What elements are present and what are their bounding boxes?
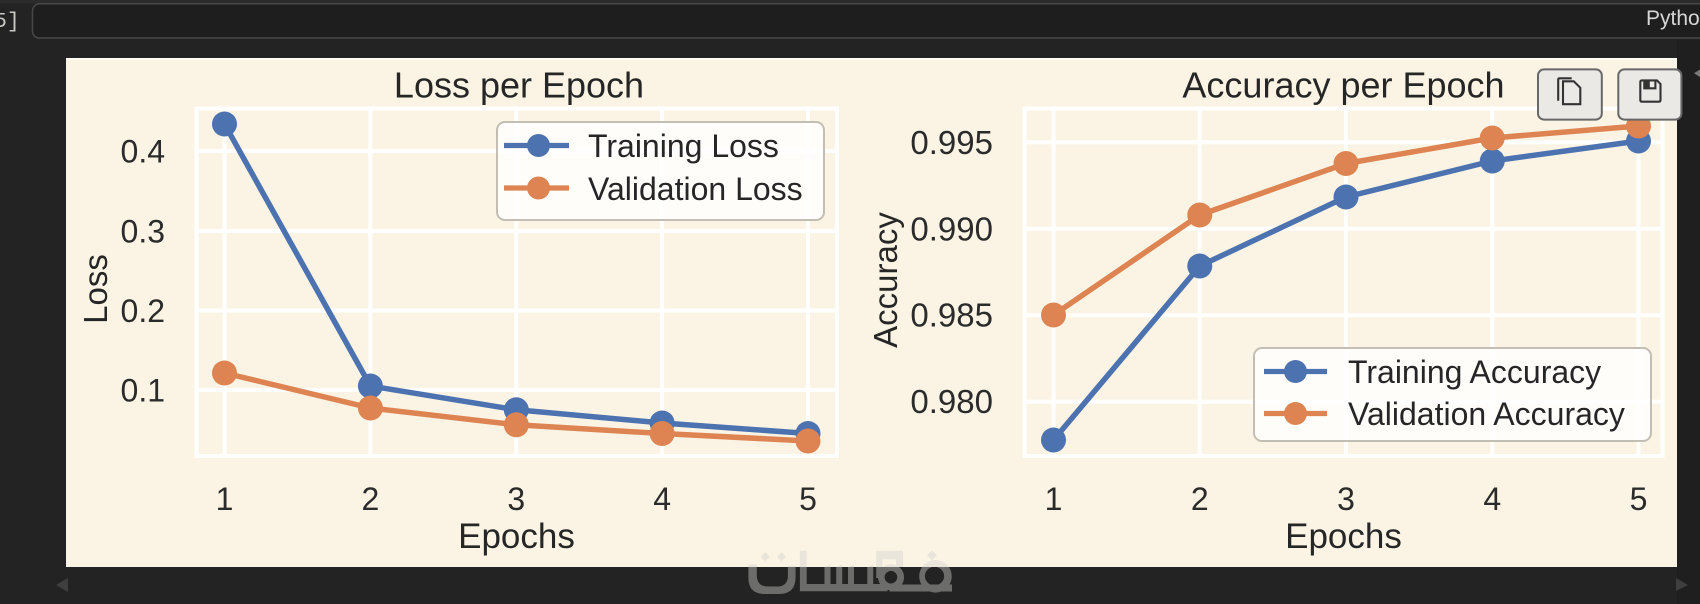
svg-text:2: 2 [362, 481, 380, 517]
svg-text:Accuracy: Accuracy [867, 212, 904, 348]
svg-text:Epochs: Epochs [458, 517, 575, 556]
svg-text:Loss: Loss [77, 254, 114, 324]
svg-text:3: 3 [507, 481, 525, 517]
svg-text:Python: Python [1646, 7, 1700, 30]
svg-text:4: 4 [1483, 481, 1501, 517]
svg-text:Validation Accuracy: Validation Accuracy [1348, 396, 1625, 432]
svg-text:0.3: 0.3 [121, 214, 165, 250]
svg-text:Training Loss: Training Loss [588, 128, 779, 164]
svg-text:Loss per Epoch: Loss per Epoch [394, 65, 644, 106]
svg-text:2: 2 [1191, 481, 1209, 517]
svg-text:Epochs: Epochs [1285, 517, 1402, 556]
svg-text:0.1: 0.1 [121, 373, 165, 409]
svg-text:5]: 5] [0, 10, 20, 34]
svg-text:0.2: 0.2 [121, 293, 165, 329]
svg-text:Validation Loss: Validation Loss [588, 171, 803, 207]
svg-text:0.980: 0.980 [910, 383, 993, 420]
svg-text:1: 1 [216, 481, 234, 517]
svg-text:0.990: 0.990 [910, 210, 993, 247]
svg-text:Accuracy per Epoch: Accuracy per Epoch [1182, 65, 1504, 106]
svg-text:5: 5 [799, 481, 817, 517]
svg-text:4: 4 [653, 481, 671, 517]
svg-text:5: 5 [1630, 481, 1648, 517]
svg-text:0.4: 0.4 [121, 134, 165, 170]
svg-text:Training Accuracy: Training Accuracy [1348, 354, 1601, 390]
svg-text:0.995: 0.995 [910, 124, 993, 161]
svg-text:1: 1 [1045, 481, 1063, 517]
svg-text:0.985: 0.985 [910, 297, 993, 334]
svg-text:3: 3 [1337, 481, 1355, 517]
